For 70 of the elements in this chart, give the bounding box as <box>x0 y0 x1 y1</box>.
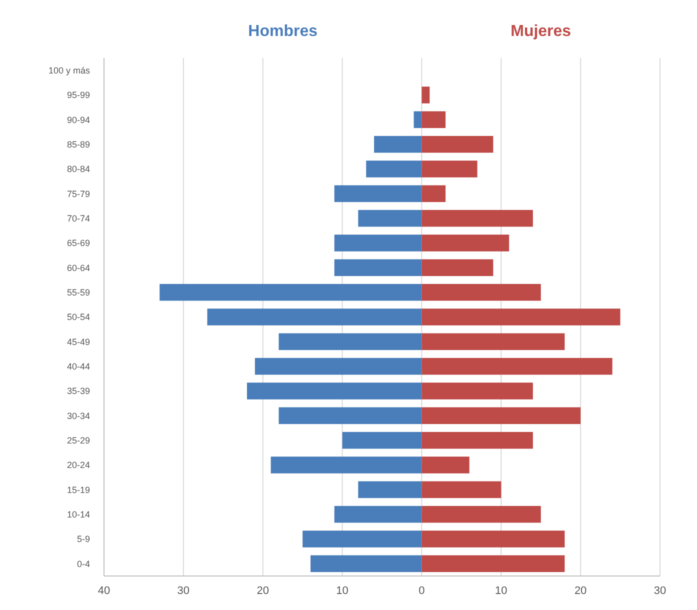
bar <box>278 407 422 424</box>
bar <box>422 136 494 153</box>
bar <box>422 308 620 326</box>
y-tick-label: 100 y más <box>48 65 90 76</box>
bar <box>310 555 422 572</box>
bar <box>422 555 565 572</box>
y-tick-label: 60-64 <box>66 262 90 273</box>
bar <box>342 432 422 449</box>
bar <box>358 481 422 498</box>
y-tick-label: 50-54 <box>66 312 90 322</box>
y-tick-label: 0-4 <box>76 558 90 569</box>
bar <box>422 432 533 449</box>
text: Mujeres <box>510 23 572 40</box>
bar <box>270 456 422 474</box>
x-tick-label: 20 <box>256 585 269 597</box>
y-tick-label: 55-59 <box>66 287 90 298</box>
bar <box>422 333 565 350</box>
y-tick-label: 85-89 <box>66 139 90 150</box>
y-tick-label: 70-74 <box>66 213 90 224</box>
bar <box>422 456 470 474</box>
x-tick-label: 20 <box>574 585 587 597</box>
bar <box>422 358 612 375</box>
bar <box>302 530 422 548</box>
y-tick-label: 75-79 <box>66 188 90 199</box>
bar <box>422 111 446 128</box>
bar <box>366 160 422 178</box>
bar <box>422 234 510 252</box>
bar <box>414 111 422 128</box>
bar <box>422 185 446 202</box>
y-tick-label: 15-19 <box>66 484 90 495</box>
x-tick-label: 10 <box>495 585 508 597</box>
y-tick-label: 10-14 <box>66 509 90 520</box>
bar <box>422 160 478 178</box>
x-tick-label: 40 <box>98 585 110 597</box>
bar <box>422 481 502 498</box>
bar <box>207 308 422 326</box>
bar <box>254 358 422 375</box>
bar <box>334 259 422 276</box>
x-tick-label: 0 <box>418 585 425 597</box>
bar <box>334 234 422 252</box>
text: Hombres <box>248 23 318 40</box>
y-tick-label: 40-44 <box>66 361 90 372</box>
x-tick-label: 30 <box>654 585 666 597</box>
bar <box>422 284 541 301</box>
y-tick-label: 35-39 <box>66 386 90 396</box>
x-tick-label: 10 <box>336 585 348 597</box>
y-tick-label: 90-94 <box>66 114 90 125</box>
bar <box>246 382 422 400</box>
bar <box>374 136 422 153</box>
bar <box>278 333 422 350</box>
bar <box>160 284 422 301</box>
bar <box>422 407 581 424</box>
bar <box>358 210 422 227</box>
bar <box>422 210 533 227</box>
y-tick-label: 95-99 <box>66 90 90 100</box>
x-tick-label: 30 <box>177 585 190 597</box>
y-tick-label: 65-69 <box>66 238 90 248</box>
bar <box>334 185 422 202</box>
y-tick-label: 80-84 <box>66 164 90 174</box>
y-tick-label: 45-49 <box>66 336 90 347</box>
y-tick-label: 25-29 <box>66 435 90 446</box>
y-tick-label: 5-9 <box>76 534 90 544</box>
y-tick-label: 20-24 <box>66 460 90 470</box>
bar <box>422 382 533 400</box>
bar <box>422 86 430 104</box>
y-tick-label: 30-34 <box>66 410 90 421</box>
bar <box>422 530 565 548</box>
bar <box>422 259 494 276</box>
bar <box>422 506 541 523</box>
bar <box>334 506 422 523</box>
